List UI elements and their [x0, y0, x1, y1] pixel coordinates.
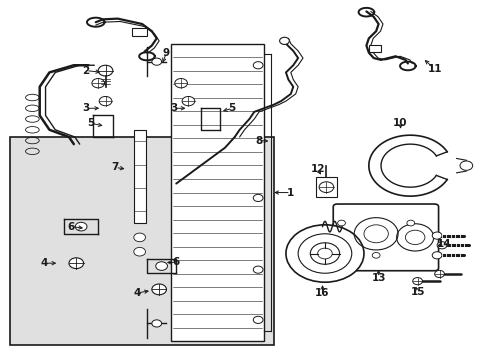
Circle shape	[152, 320, 161, 327]
Circle shape	[152, 58, 161, 65]
Circle shape	[406, 220, 414, 226]
Text: 12: 12	[310, 164, 324, 174]
Text: 6: 6	[68, 222, 75, 231]
Circle shape	[310, 243, 339, 264]
Text: 15: 15	[409, 287, 424, 297]
Circle shape	[92, 78, 104, 88]
Circle shape	[279, 37, 289, 44]
Circle shape	[174, 78, 187, 88]
Circle shape	[431, 252, 441, 259]
Text: 4: 4	[41, 258, 48, 268]
Text: 5: 5	[228, 103, 235, 113]
Circle shape	[134, 233, 145, 242]
FancyBboxPatch shape	[332, 204, 438, 271]
Circle shape	[412, 278, 422, 285]
Circle shape	[431, 232, 441, 239]
Circle shape	[134, 247, 145, 256]
Text: 16: 16	[315, 288, 329, 298]
Circle shape	[319, 182, 333, 193]
Circle shape	[75, 222, 87, 231]
Circle shape	[434, 270, 444, 278]
Circle shape	[156, 262, 167, 270]
Circle shape	[337, 220, 345, 226]
Text: 11: 11	[427, 64, 441, 74]
Circle shape	[253, 316, 263, 323]
Bar	[315, 177, 336, 197]
Circle shape	[253, 62, 263, 69]
Circle shape	[152, 284, 166, 295]
Circle shape	[285, 225, 363, 282]
Text: 2: 2	[82, 66, 89, 76]
Bar	[134, 130, 145, 223]
Circle shape	[253, 266, 263, 273]
Text: 7: 7	[111, 162, 119, 172]
Text: 8: 8	[255, 136, 262, 145]
Circle shape	[182, 96, 194, 106]
Circle shape	[69, 258, 83, 269]
Text: 6: 6	[172, 257, 180, 267]
Text: 10: 10	[392, 118, 407, 128]
Circle shape	[436, 242, 446, 249]
Bar	[171, 44, 264, 341]
Bar	[132, 28, 147, 36]
Text: 3: 3	[170, 103, 177, 113]
Text: 9: 9	[163, 48, 170, 58]
Circle shape	[253, 194, 263, 202]
Text: 1: 1	[286, 188, 294, 198]
Text: 3: 3	[82, 103, 89, 113]
Circle shape	[371, 252, 379, 258]
Text: 4: 4	[133, 288, 141, 298]
Circle shape	[98, 65, 113, 76]
Circle shape	[459, 161, 472, 170]
Text: 5: 5	[87, 118, 94, 128]
Text: 13: 13	[370, 273, 385, 283]
Circle shape	[99, 96, 112, 106]
Text: 14: 14	[436, 239, 451, 249]
Bar	[10, 137, 273, 345]
Bar	[368, 45, 380, 51]
